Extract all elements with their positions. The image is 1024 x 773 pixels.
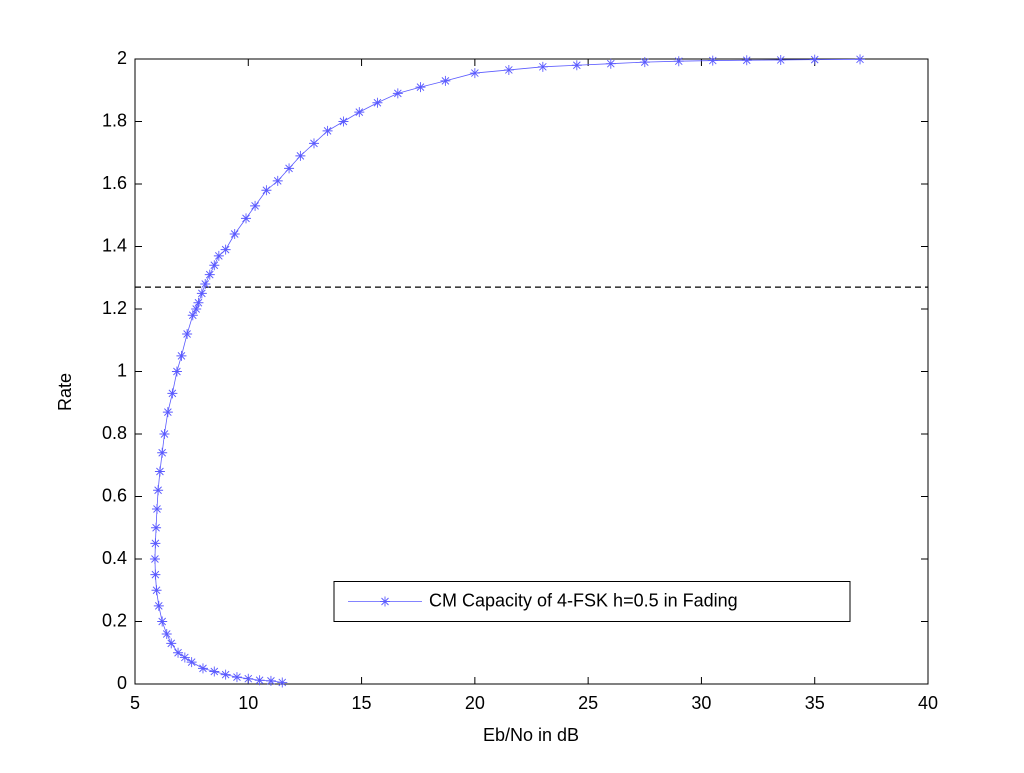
- marker: [241, 213, 252, 224]
- y-tick-label: 0.2: [102, 610, 127, 630]
- marker: [182, 329, 193, 339]
- x-axis-label: Eb/No in dB: [483, 725, 579, 745]
- marker: [167, 388, 178, 399]
- marker: [605, 58, 616, 69]
- marker: [261, 185, 272, 196]
- legend-label: CM Capacity of 4-FSK h=0.5 in Fading: [429, 590, 738, 610]
- marker: [209, 260, 220, 271]
- x-tick-label: 25: [578, 693, 598, 713]
- marker: [196, 288, 207, 299]
- x-tick-label: 5: [130, 693, 140, 713]
- marker: [231, 672, 242, 683]
- legend: CM Capacity of 4-FSK h=0.5 in Fading: [333, 581, 851, 622]
- marker: [159, 429, 170, 439]
- marker: [151, 585, 162, 596]
- marker: [220, 669, 231, 680]
- y-axis-label: Rate: [55, 373, 75, 411]
- legend-marker: [380, 596, 390, 607]
- marker: [151, 504, 162, 514]
- marker: [176, 350, 187, 361]
- marker: [673, 56, 684, 67]
- marker: [354, 107, 365, 118]
- marker: [229, 229, 240, 239]
- marker: [295, 150, 306, 161]
- marker: [741, 55, 752, 66]
- marker: [173, 647, 184, 658]
- marker: [193, 297, 204, 308]
- y-tick-label: 1.6: [102, 173, 127, 193]
- marker: [250, 200, 261, 211]
- marker: [338, 116, 349, 127]
- marker: [284, 163, 295, 174]
- y-tick-label: 0.6: [102, 485, 127, 505]
- x-tick-label: 15: [352, 693, 372, 713]
- x-tick-label: 20: [465, 693, 485, 713]
- y-tick-label: 0: [117, 673, 127, 693]
- marker: [157, 616, 168, 627]
- marker: [537, 61, 548, 72]
- y-tick-label: 0.8: [102, 423, 127, 443]
- marker: [707, 55, 718, 66]
- marker: [186, 657, 197, 668]
- marker: [162, 407, 173, 418]
- marker: [187, 310, 198, 321]
- marker: [166, 638, 177, 649]
- marker: [254, 675, 265, 686]
- marker: [150, 569, 161, 580]
- marker: [322, 125, 333, 136]
- marker: [415, 82, 426, 93]
- marker: [220, 244, 231, 255]
- marker: [372, 97, 383, 108]
- x-tick-label: 30: [691, 693, 711, 713]
- marker: [265, 675, 276, 686]
- plot-area: [134, 58, 929, 685]
- marker: [191, 304, 202, 314]
- marker: [153, 485, 164, 496]
- marker: [639, 57, 650, 68]
- y-tick-label: 1.8: [102, 110, 127, 130]
- x-tick-label: 35: [805, 693, 825, 713]
- marker: [503, 64, 514, 75]
- y-tick-label: 1.2: [102, 298, 127, 318]
- marker: [440, 75, 451, 86]
- marker: [204, 269, 215, 280]
- marker: [272, 175, 283, 186]
- marker: [151, 522, 162, 533]
- y-tick-label: 2: [117, 48, 127, 68]
- marker: [392, 88, 403, 99]
- marker: [179, 652, 190, 663]
- marker: [149, 554, 160, 564]
- marker: [809, 54, 820, 65]
- marker: [243, 673, 254, 684]
- x-tick-label: 40: [918, 693, 938, 713]
- y-tick-label: 1: [117, 360, 127, 380]
- marker: [153, 600, 164, 611]
- marker: [150, 538, 161, 549]
- marker: [213, 250, 224, 261]
- marker: [209, 666, 220, 677]
- marker: [161, 629, 172, 639]
- marker: [171, 366, 182, 377]
- marker: [200, 279, 211, 289]
- marker: [154, 466, 165, 477]
- marker: [197, 663, 208, 674]
- y-tick-label: 1.4: [102, 235, 127, 255]
- marker: [469, 68, 480, 79]
- marker: [775, 54, 786, 65]
- marker: [571, 60, 582, 71]
- marker: [308, 138, 319, 149]
- y-tick-label: 0.4: [102, 548, 127, 568]
- x-tick-label: 10: [238, 693, 258, 713]
- marker: [277, 677, 288, 688]
- marker: [157, 447, 168, 458]
- marker: [855, 54, 866, 65]
